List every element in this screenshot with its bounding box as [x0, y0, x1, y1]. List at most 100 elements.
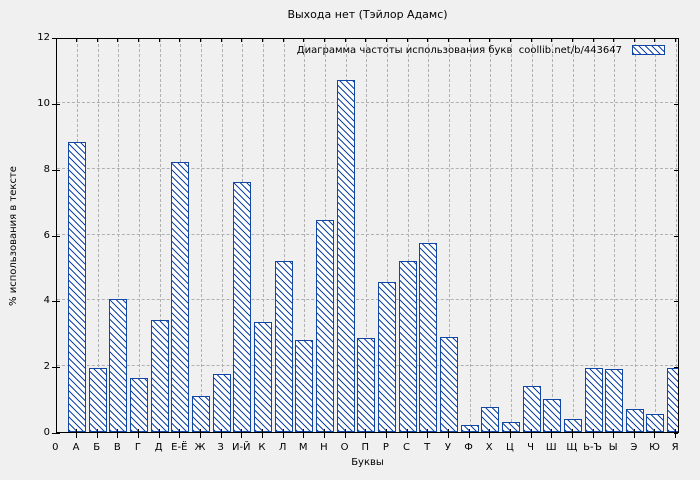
x-tick-label-С: С [403, 442, 411, 453]
bar-Д [150, 320, 169, 432]
v-gridline-Б [97, 39, 99, 432]
v-gridline-С [407, 39, 409, 432]
legend-label: Диаграмма частоты использования букв coo… [296, 44, 622, 56]
x-tick-bottom-Р [385, 429, 387, 438]
bar-И-Й [233, 181, 252, 432]
x-tick-top-Л [282, 38, 284, 42]
v-gridline-Д [159, 39, 161, 432]
x-tick-top-Н [323, 38, 325, 42]
bar-Н [315, 219, 334, 432]
h-gridline-4 [57, 299, 678, 301]
x-tick-label-З: З [217, 442, 224, 453]
x-tick-label-Ь-Ъ: Ь-Ъ [583, 442, 602, 453]
x-tick-bottom-Ю [654, 429, 656, 438]
x-tick-label-А: А [72, 442, 80, 453]
y-tick-label-4: 4 [43, 295, 50, 307]
v-gridline-З [221, 39, 223, 432]
y-tick-left-2 [52, 367, 60, 369]
v-gridline-Ю [655, 39, 657, 432]
x-tick-bottom-З [220, 429, 222, 438]
y-tick-left-12 [52, 38, 60, 39]
x-tick-bottom-Ь-Ъ [592, 429, 594, 438]
x-tick-bottom-Ч [530, 429, 532, 438]
bar-З [212, 374, 231, 432]
x-tick-top-Х [489, 38, 491, 42]
x-tick-label-Л: Л [278, 442, 287, 453]
bar-Е-Ё [171, 162, 190, 432]
x-tick-top-П [365, 38, 367, 42]
y-tick-left-6 [52, 235, 60, 237]
x-tick-label-Д: Д [154, 442, 163, 453]
v-gridline-Ш [552, 39, 554, 432]
bar-Ж [191, 395, 210, 432]
x-tick-top-Ж [199, 38, 201, 42]
bar-Э [625, 408, 644, 432]
bar-Ь-Ъ [584, 367, 603, 432]
y-tick-left-10 [52, 103, 60, 105]
x-tick-bottom-А [76, 429, 77, 438]
v-gridline-Л [283, 39, 285, 432]
bar-М [295, 339, 314, 432]
y-tick-right-2 [674, 367, 678, 369]
x-tick-bottom-Б [96, 429, 98, 438]
x-tick-top-Д [158, 38, 160, 42]
x-tick-bottom-Ж [199, 429, 201, 438]
x-tick-top-С [406, 38, 408, 42]
v-gridline-Г [138, 39, 140, 432]
x-tick-top-Я [675, 38, 677, 42]
x-tick-bottom-У [447, 429, 449, 438]
x-tick-bottom-С [406, 429, 408, 438]
x-tick-label-М: М [298, 442, 308, 453]
x-tick-label-И-Й: И-Й [231, 442, 251, 453]
bar-Х [481, 407, 500, 432]
y-tick-label-6: 6 [43, 229, 50, 241]
x-tick-label-О: О [340, 442, 349, 453]
y-tick-right-8 [674, 169, 678, 171]
y-tick-label-10: 10 [37, 97, 50, 109]
bar-У [439, 336, 458, 432]
legend: Диаграмма частоты использования букв coo… [297, 44, 665, 56]
y-tick-right-6 [674, 235, 678, 237]
v-gridline-В [118, 39, 120, 432]
x-tick-bottom-Д [158, 429, 160, 438]
v-gridline-Ь-Ъ [593, 39, 595, 432]
bar-В [109, 298, 128, 432]
x-tick-bottom-Л [282, 429, 284, 438]
y-tick-left-0 [52, 433, 60, 434]
bar-Ш [543, 399, 562, 432]
x-tick-label-Ш: Ш [545, 442, 557, 453]
x-tick-top-Б [96, 38, 98, 42]
x-tick-top-М [303, 38, 305, 42]
y-tick-right-10 [674, 103, 678, 105]
x-tick-bottom-Ы [613, 429, 615, 438]
x-tick-label-Щ: Щ [566, 442, 578, 453]
v-gridline-П [366, 39, 368, 432]
x-tick-top-Т [427, 38, 429, 42]
x-tick-top-В [117, 38, 119, 42]
x-tick-bottom-Т [427, 429, 429, 438]
y-tick-label-2: 2 [43, 361, 50, 373]
x-axis-label: Буквы [351, 457, 384, 468]
x-tick-bottom-К [261, 429, 263, 438]
x-tick-label-Ц: Ц [505, 442, 514, 453]
legend-swatch-hatched [632, 45, 665, 55]
x-tick-bottom-Х [489, 429, 491, 438]
v-gridline-Ч [531, 39, 533, 432]
x-tick-top-К [261, 38, 263, 42]
x-tick-bottom-М [303, 429, 305, 438]
x-tick-top-З [220, 38, 222, 42]
y-tick-right-4 [674, 301, 678, 303]
v-gridline-Ы [614, 39, 616, 432]
bar-С [398, 260, 417, 432]
x-tick-top-Ь-Ъ [592, 38, 594, 42]
bar-О [336, 79, 355, 432]
v-gridline-Р [386, 39, 388, 432]
plot-area [56, 38, 679, 433]
x-tick-bottom-Е-Ё [179, 429, 181, 438]
v-gridline-М [304, 39, 306, 432]
v-gridline-У [448, 39, 450, 432]
bar-Ц [501, 422, 520, 432]
x-tick-label-У: У [444, 442, 451, 453]
bar-К [253, 321, 272, 432]
bar-Ю [646, 413, 665, 432]
